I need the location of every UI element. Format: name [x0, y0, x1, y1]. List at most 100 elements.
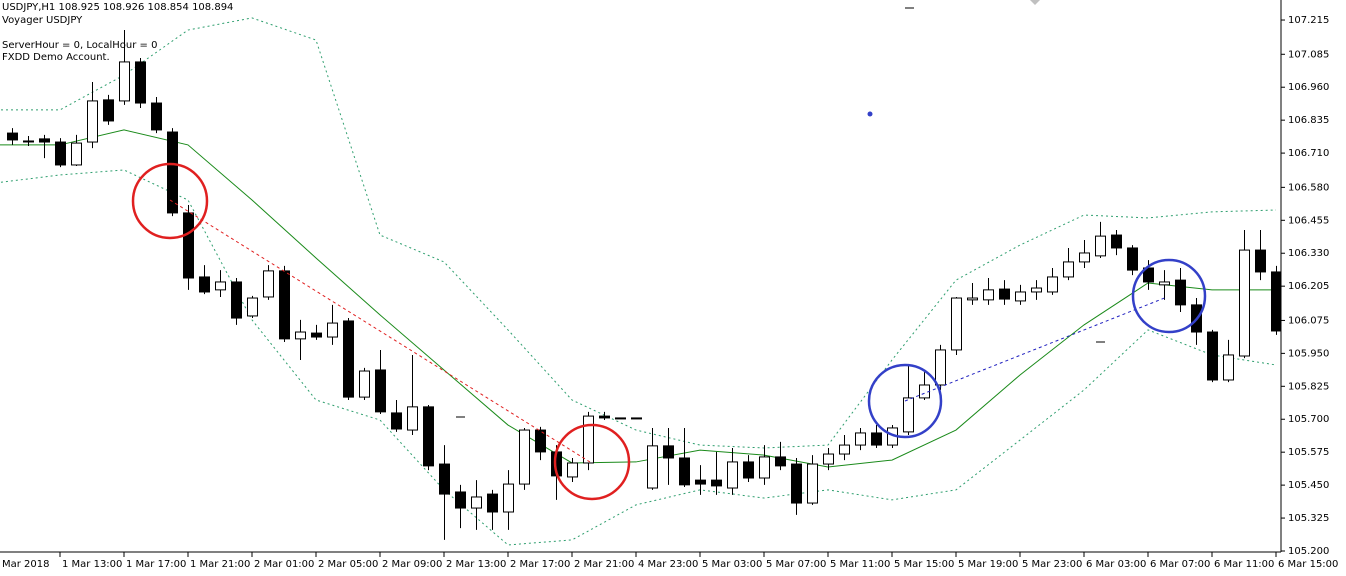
candle-body [55, 141, 66, 166]
candle-body [999, 288, 1010, 300]
candle-body [119, 61, 130, 102]
candle-body [615, 417, 626, 420]
candle-body [871, 432, 882, 446]
candle-body [775, 456, 786, 467]
candle-body [71, 142, 82, 166]
x-tick-label: 2 Mar 17:00 [510, 559, 570, 570]
indicator-layer [0, 17, 1277, 546]
candle-body [455, 491, 466, 509]
candle-body [279, 270, 290, 340]
y-tick-label: 106.455 [1288, 215, 1329, 226]
header-symbol: USDJPY,H1 108.925 108.926 108.854 108.89… [2, 2, 233, 13]
candle-body [407, 406, 418, 431]
y-tick-label: 106.710 [1288, 148, 1329, 159]
candle-body [39, 138, 50, 143]
y-tick-label: 106.835 [1288, 115, 1329, 126]
candle-body [1079, 252, 1090, 263]
y-tick-label: 107.085 [1288, 49, 1329, 60]
candle-body [663, 445, 674, 459]
y-tick-label: 105.700 [1288, 414, 1329, 425]
candle-body [359, 370, 370, 398]
bollinger-band [0, 17, 1277, 449]
candle-body [583, 415, 594, 464]
signal-circle [867, 363, 943, 439]
x-tick-label: 5 Mar 03:00 [702, 559, 762, 570]
y-tick-label: 106.330 [1288, 248, 1329, 259]
candle-body [391, 412, 402, 430]
x-tick-label: 2 Mar 13:00 [446, 559, 506, 570]
x-tick-label: 4 Mar 23:00 [638, 559, 698, 570]
candle-body [327, 322, 338, 338]
candle-body [1063, 261, 1074, 278]
candle-body [983, 289, 994, 301]
x-tick-label: 2 Mar 09:00 [382, 559, 442, 570]
candle-body [679, 457, 690, 486]
y-tick-label: 107.215 [1288, 15, 1329, 26]
y-tick-label: 105.200 [1288, 546, 1329, 557]
y-tick-label: 105.325 [1288, 513, 1329, 524]
candle-body [1015, 291, 1026, 302]
candle-body [1031, 287, 1042, 293]
marker-diamond [1030, 0, 1040, 5]
x-tick-label: 5 Mar 07:00 [766, 559, 826, 570]
x-tick-label: 5 Mar 19:00 [958, 559, 1018, 570]
candle-body [247, 297, 258, 317]
candle-body [263, 270, 274, 298]
candle-body [791, 463, 802, 504]
signal-circle [553, 423, 631, 501]
candle-body [903, 397, 914, 433]
candle-body [535, 429, 546, 453]
x-tick-label: 2 Mar 01:00 [254, 559, 314, 570]
candle-body [695, 479, 706, 485]
candle-body [487, 493, 498, 513]
candle-body [7, 132, 18, 141]
time-axis-bg [0, 552, 1346, 576]
candle-body [1127, 247, 1138, 271]
candle-body [1095, 235, 1106, 257]
candle-body [743, 461, 754, 479]
x-tick-label: 6 Mar 11:00 [1214, 559, 1274, 570]
x-tick-label: 5 Mar 15:00 [894, 559, 954, 570]
candle-body [311, 332, 322, 338]
candle-body [343, 320, 354, 398]
x-tick-label: 6 Mar 15:00 [1278, 559, 1338, 570]
candle-body [231, 281, 242, 319]
candle-body [23, 140, 34, 143]
candle-body [215, 281, 226, 291]
candle-body [759, 456, 770, 479]
marker-dot [867, 111, 873, 117]
trade-line [169, 199, 591, 463]
x-tick-label: 2 Mar 21:00 [574, 559, 634, 570]
candle-body [519, 429, 530, 485]
candle-body [839, 444, 850, 455]
x-tick-label: 1 Mar 21:00 [190, 559, 250, 570]
candle-body [1159, 281, 1170, 286]
header-ea: Voyager USDJPY [2, 15, 83, 26]
candle-body [1207, 331, 1218, 381]
candle-body [1239, 249, 1250, 357]
x-tick-label: 1 Mar 13:00 [62, 559, 122, 570]
bollinger-band [0, 169, 1277, 546]
candle-body [375, 369, 386, 413]
candle-body [471, 496, 482, 509]
y-tick-label: 105.450 [1288, 480, 1329, 491]
candle-body [951, 297, 962, 351]
x-tick-label: 5 Mar 23:00 [1022, 559, 1082, 570]
header-account: FXDD Demo Account. [2, 52, 110, 63]
x-tick-label: 1 Mar 17:00 [126, 559, 186, 570]
candle-body [1271, 271, 1282, 332]
candle-body [183, 212, 194, 279]
candle-body [935, 349, 946, 386]
signal-circle [1131, 258, 1207, 334]
candle-body [103, 99, 114, 122]
y-tick-label: 105.575 [1288, 447, 1329, 458]
candle-body [439, 463, 450, 495]
candle-body [1047, 276, 1058, 293]
candle-body [823, 453, 834, 465]
x-tick-label: 2 Mar 05:00 [318, 559, 378, 570]
candle-body [727, 461, 738, 489]
y-tick-label: 105.825 [1288, 381, 1329, 392]
candle-body [647, 445, 658, 489]
